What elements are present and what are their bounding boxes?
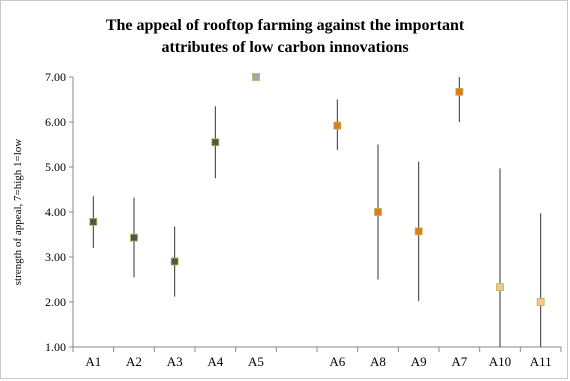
point-a11 [536, 298, 545, 306]
point-a10 [496, 283, 504, 292]
y-tick-label: 7.00 [45, 70, 66, 84]
point-a6 [333, 121, 342, 130]
x-tick-label-a8: A8 [370, 354, 386, 369]
y-tick-label: 1.00 [45, 340, 66, 354]
point-a8 [374, 208, 382, 216]
x-tick-label-a3: A3 [167, 354, 183, 369]
y-tick-label: 2.00 [45, 295, 66, 309]
point-a1 [89, 217, 98, 226]
x-tick-label-a11: A11 [530, 354, 552, 369]
chart-title-line-2: attributes of low carbon innovations [161, 39, 409, 56]
x-tick-label-a6: A6 [329, 354, 345, 369]
chart-title: The appeal of rooftop farming against th… [1, 15, 569, 59]
x-tick-label-a5: A5 [248, 354, 264, 369]
x-tick-label-a4: A4 [207, 354, 223, 369]
y-tick-label: 6.00 [45, 115, 66, 129]
point-a9 [414, 227, 423, 236]
x-tick-label-a2: A2 [126, 354, 142, 369]
point-a4 [211, 138, 220, 147]
chart-title-line-1: The appeal of rooftop farming against th… [105, 17, 465, 34]
x-tick-label-a10: A10 [489, 354, 511, 369]
x-tick-label-a7: A7 [451, 354, 467, 369]
chart-marks: A1 A2 A3 A4 A5 A6 A8 A9 A7 A10 A11 [85, 73, 552, 369]
point-a5 [252, 73, 260, 81]
y-tick-label: 5.00 [45, 160, 66, 174]
x-tick-label-a1: A1 [85, 354, 101, 369]
point-a7 [455, 87, 464, 96]
point-a3 [170, 257, 179, 266]
y-tick-label: 3.00 [45, 250, 66, 264]
x-tick-label-a9: A9 [411, 354, 427, 369]
point-a2 [130, 233, 138, 242]
y-axis-title: strength of appeal, 7=high 1=low [12, 139, 24, 286]
axes: 1.00 2.00 3.00 4.00 5.00 6.00 7.00 [45, 70, 562, 354]
y-tick-label: 4.00 [45, 205, 66, 219]
